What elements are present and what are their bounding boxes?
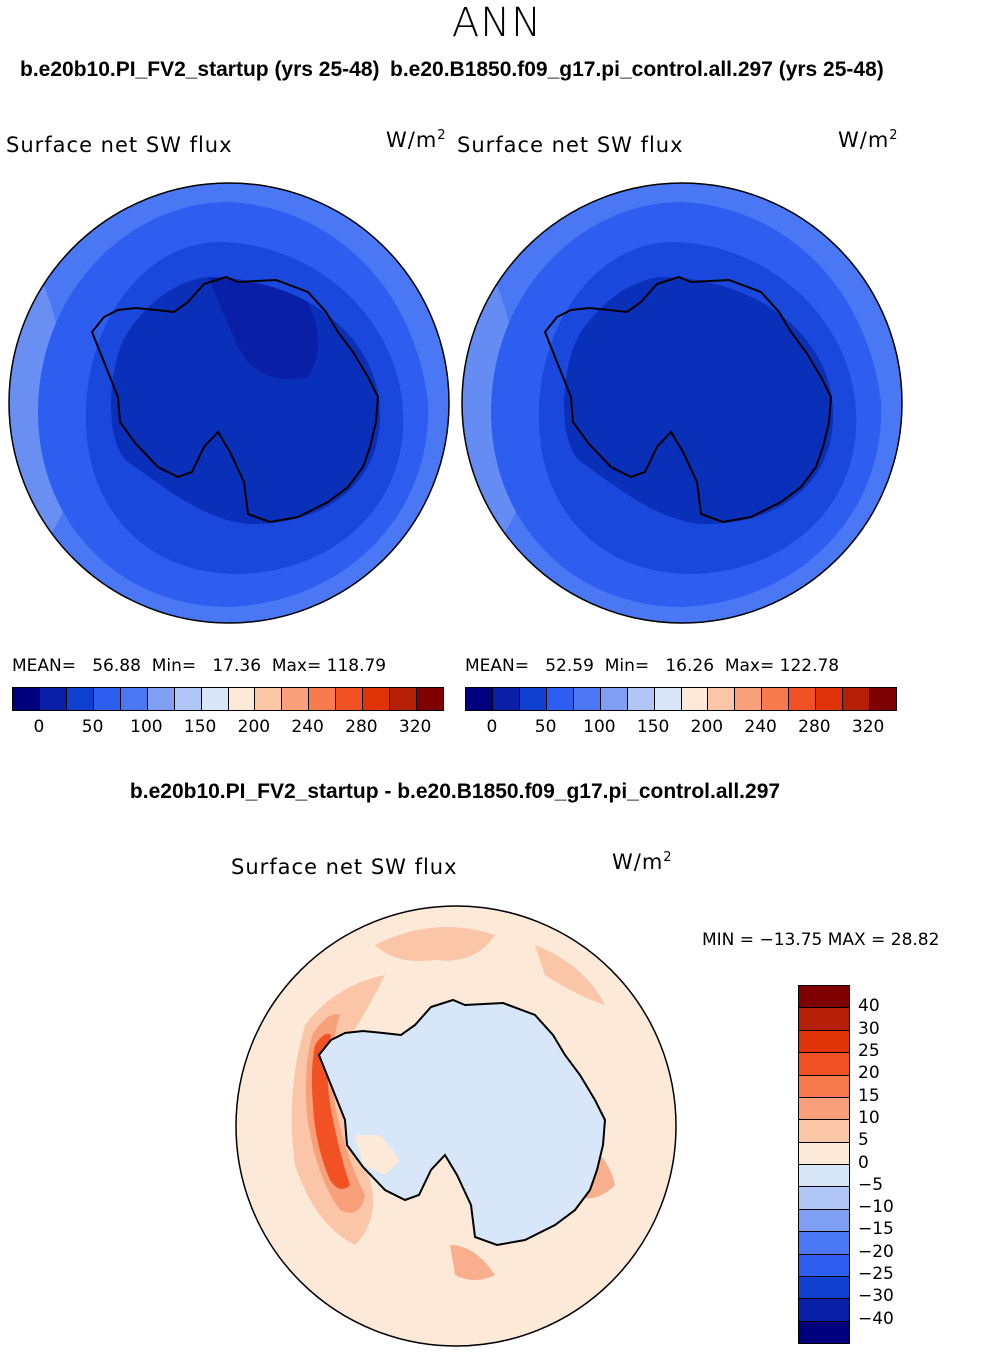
colorbar-swatch [762,688,790,710]
colorbar-tick-label: −40 [858,1308,894,1329]
colorbar-swatch [492,688,520,710]
colorbar-swatch [466,688,493,710]
colorbar-tick-label: −15 [858,1219,894,1240]
colorbar-tick-label: 15 [858,1085,880,1106]
difference-variable-title: Surface net SW flux [231,855,458,879]
colorbar-tick-label: 320 [398,717,432,737]
colorbar-tick-label: 280 [345,717,378,737]
colorbar-tick-label: 320 [851,717,885,737]
colorbar-tick-label: 0 [33,717,45,737]
colorbar-swatch [799,1321,849,1343]
colorbar-swatch [255,688,283,710]
colorbar-tick-label: 40 [858,996,880,1017]
colorbar-swatch [799,1053,849,1076]
colorbar-swatch [735,688,763,710]
colorbar-tick-label: −20 [858,1241,894,1262]
colorbar-tick-label: −5 [858,1174,884,1195]
variable-title-left: Surface net SW flux [6,133,233,157]
colorbar-swatch [799,986,849,1009]
colorbar-swatch [573,688,601,710]
colorbar-swatch [654,688,682,710]
colorbar-tick-label: 280 [798,717,831,737]
colorbar-swatch [13,688,40,710]
difference-title: b.e20b10.PI_FV2_startup - b.e20.B1850.f0… [129,780,781,803]
colorbar-swatch [799,1187,849,1210]
colorbar-tick-label: 240 [291,717,324,737]
colorbar-swatch [799,1276,849,1300]
colorbar-swatch [843,688,871,710]
colorbar-swatch [66,688,94,710]
colorbar-tick-label: 100 [130,717,163,737]
colorbar-swatch [627,688,655,710]
colorbar-swatch [417,688,443,710]
map-right [461,182,903,624]
colorbar-swatch [390,688,418,710]
colorbar-swatch [708,688,736,710]
colorbar-swatch [789,688,817,710]
colorbar-swatch [363,688,391,710]
colorbar-tick-label: 30 [858,1018,880,1039]
colorbar-swatch [600,688,628,710]
colorbar-swatch [93,688,121,710]
variable-title-right: Surface net SW flux [457,133,684,157]
colorbar-tick-label: 150 [636,717,670,737]
map-left [8,182,450,624]
colorbar-tick-label: 50 [534,717,557,737]
colorbar-tick-label: 150 [183,717,217,737]
colorbar-swatch [681,688,709,710]
colorbar-swatch [546,688,574,710]
colorbar-tick-label: 0 [858,1152,869,1173]
colorbar-tick-label: 5 [858,1130,869,1151]
colorbar-swatch [799,1030,849,1054]
case-title-right: b.e20.B1850.f09_g17.pi_control.all.297 (… [390,58,884,81]
colorbar-swatch [799,1254,849,1277]
colorbar-swatch [519,688,547,710]
colorbar-swatch [228,688,256,710]
colorbar-tick-label: 100 [583,717,616,737]
colorbar-tick-label: −25 [858,1264,894,1285]
colorbar-swatch [799,1008,849,1031]
colorbar-left [12,687,444,711]
colorbar-swatch [799,1299,849,1322]
colorbar-swatch [336,688,364,710]
colorbar-swatch [799,1209,849,1233]
colorbar-tick-label: 25 [858,1040,880,1061]
colorbar-swatch [870,688,896,710]
colorbar-swatch [282,688,310,710]
case-title-left: b.e20b10.PI_FV2_startup (yrs 25-48) [20,58,380,81]
colorbar-swatch [799,1075,849,1098]
colorbar-tick-label: −30 [858,1286,894,1307]
colorbar-swatch [816,688,844,710]
difference-colorbar [798,985,850,1344]
colorbar-tick-label: 20 [858,1063,880,1084]
colorbar-swatch [799,1142,849,1165]
colorbar-tick-label: 200 [690,717,724,737]
colorbar-swatch [309,688,337,710]
colorbar-tick-label: 240 [744,717,777,737]
colorbar-swatch [799,1097,849,1121]
colorbar-swatch [201,688,229,710]
colorbar-swatch [799,1120,849,1143]
colorbar-swatch [799,1165,849,1188]
units-left: W/m2 [386,128,447,152]
units-right: W/m2 [838,128,899,152]
colorbar-swatch [39,688,67,710]
colorbar-tick-label: 200 [237,717,271,737]
stats-right: MEAN= 52.59 Min= 16.26 Max= 122.78 [465,656,840,676]
colorbar-tick-label: 10 [858,1107,880,1128]
colorbar-tick-label: 0 [486,717,498,737]
season-title: ANN [451,0,543,46]
difference-units: W/m2 [612,850,673,874]
colorbar-swatch [174,688,202,710]
colorbar-swatch [799,1232,849,1255]
colorbar-swatch [147,688,175,710]
stats-left: MEAN= 56.88 Min= 17.36 Max= 118.79 [12,656,387,676]
difference-minmax: MIN = −13.75 MAX = 28.82 [702,930,940,950]
colorbar-right [465,687,897,711]
colorbar-swatch [120,688,148,710]
colorbar-tick-label: −10 [858,1197,894,1218]
map-difference [235,905,677,1347]
colorbar-tick-label: 50 [81,717,104,737]
